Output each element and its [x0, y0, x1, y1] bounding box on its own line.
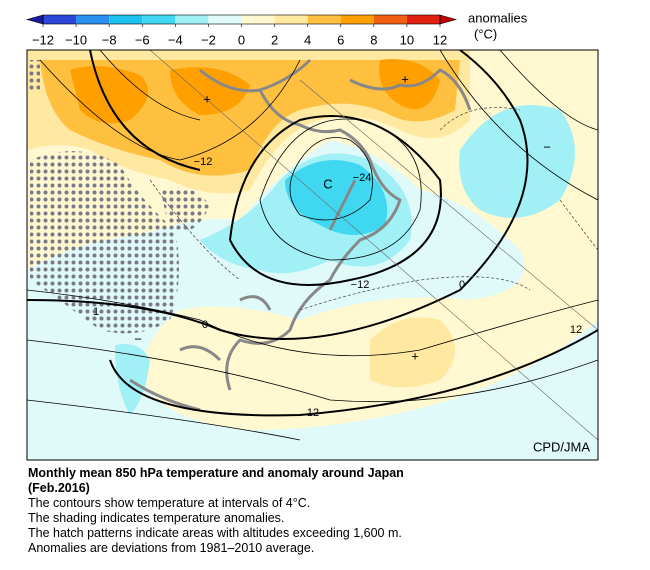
- anomaly-shade: [70, 59, 440, 124]
- low-center: C: [323, 176, 332, 191]
- anomaly-shade: [459, 105, 575, 218]
- contour-label: 12: [570, 324, 582, 336]
- colorbar-segment: [307, 15, 341, 24]
- zero-anomaly-line: [149, 107, 598, 311]
- warm-center: +: [401, 71, 409, 86]
- markers: + + − + − C: [134, 71, 551, 363]
- caption-title: Monthly mean 850 hPa temperature and ano…: [28, 466, 404, 480]
- colorbar-tick-label: −6: [135, 32, 150, 47]
- anomaly-shade: [27, 140, 598, 460]
- anomaly-shade: [115, 344, 150, 415]
- coastline: [129, 58, 472, 412]
- colorbar-end: [439, 14, 458, 25]
- contour-label: 0: [459, 279, 465, 291]
- contour-line: [27, 50, 598, 441]
- colorbar-tick-label: 12: [433, 32, 447, 47]
- colorbar-tick-label: 10: [400, 32, 414, 47]
- warm-center: +: [411, 348, 419, 363]
- colorbar-segment: [274, 15, 308, 24]
- colorbar-segment: [142, 15, 176, 24]
- colorbar-tick-label: 8: [370, 32, 377, 47]
- colorbar-segment: [340, 15, 374, 24]
- colorbar-tick-label: 0: [238, 32, 245, 47]
- colorbar-tick-label: 2: [271, 32, 278, 47]
- credit: CPD/JMA: [533, 439, 590, 454]
- contour-label: −24: [353, 172, 372, 184]
- colorbar-segment: [406, 15, 440, 24]
- colorbar-label: anomalies: [468, 10, 528, 25]
- colorbar-segment: [43, 15, 77, 24]
- colorbar-tick-label: −4: [168, 32, 183, 47]
- colorbar-segment: [109, 15, 143, 24]
- caption: Monthly mean 850 hPa temperature and ano…: [28, 466, 404, 556]
- map: [27, 50, 598, 460]
- colorbar-tick-label: −10: [65, 32, 87, 47]
- colorbar-tick-label: 4: [304, 32, 311, 47]
- colorbar-segment: [208, 15, 242, 24]
- contour-label: 1: [93, 306, 99, 318]
- cold-center: −: [134, 331, 142, 346]
- colorbar-segment: [373, 15, 407, 24]
- caption-line: The contours show temperature at interva…: [28, 496, 311, 510]
- colorbar-segment: [175, 15, 209, 24]
- map-frame: [26, 49, 599, 461]
- caption-line: Anomalies are deviations from 1981–2010 …: [28, 541, 315, 555]
- caption-date: (Feb.2016): [28, 481, 90, 495]
- contour-line-bold: [27, 50, 598, 417]
- colorbar-tick-label: −2: [201, 32, 216, 47]
- contour-label: 0: [202, 319, 208, 331]
- graticule: [149, 50, 598, 441]
- colorbar-unit: (°C): [474, 26, 497, 41]
- contour-label: −12: [194, 156, 213, 168]
- colorbar-tick-label: −8: [102, 32, 117, 47]
- colorbar-tick-label: −12: [32, 32, 54, 47]
- warm-center: +: [203, 91, 211, 106]
- anomaly-shade: [285, 160, 388, 235]
- colorbar-end: [25, 14, 44, 25]
- colorbar-segment: [76, 15, 110, 24]
- caption-line: The hatch patterns indicate areas with a…: [28, 526, 402, 540]
- contour-labels: −12 −24 −12 0 12 0 1 12: [93, 156, 582, 419]
- caption-line: The shading indicates temperature anomal…: [28, 511, 285, 525]
- map-figure: −12 −10 −8 −6 −4 −2 0 2 4 6 8 10 12 anomalies (°C) −…: [25, 10, 599, 461]
- anomaly-shade: [370, 317, 455, 388]
- colorbar: −12 −10 −8 −6 −4 −2 0 2 4 6 8 10 12: [25, 14, 458, 47]
- colorbar-segment: [241, 15, 275, 24]
- colorbar-tick-label: 6: [337, 32, 344, 47]
- cold-center: −: [543, 139, 551, 154]
- contour-label: 12: [307, 407, 319, 419]
- terrain-hatch: [28, 60, 210, 334]
- contour-label: −12: [351, 279, 370, 291]
